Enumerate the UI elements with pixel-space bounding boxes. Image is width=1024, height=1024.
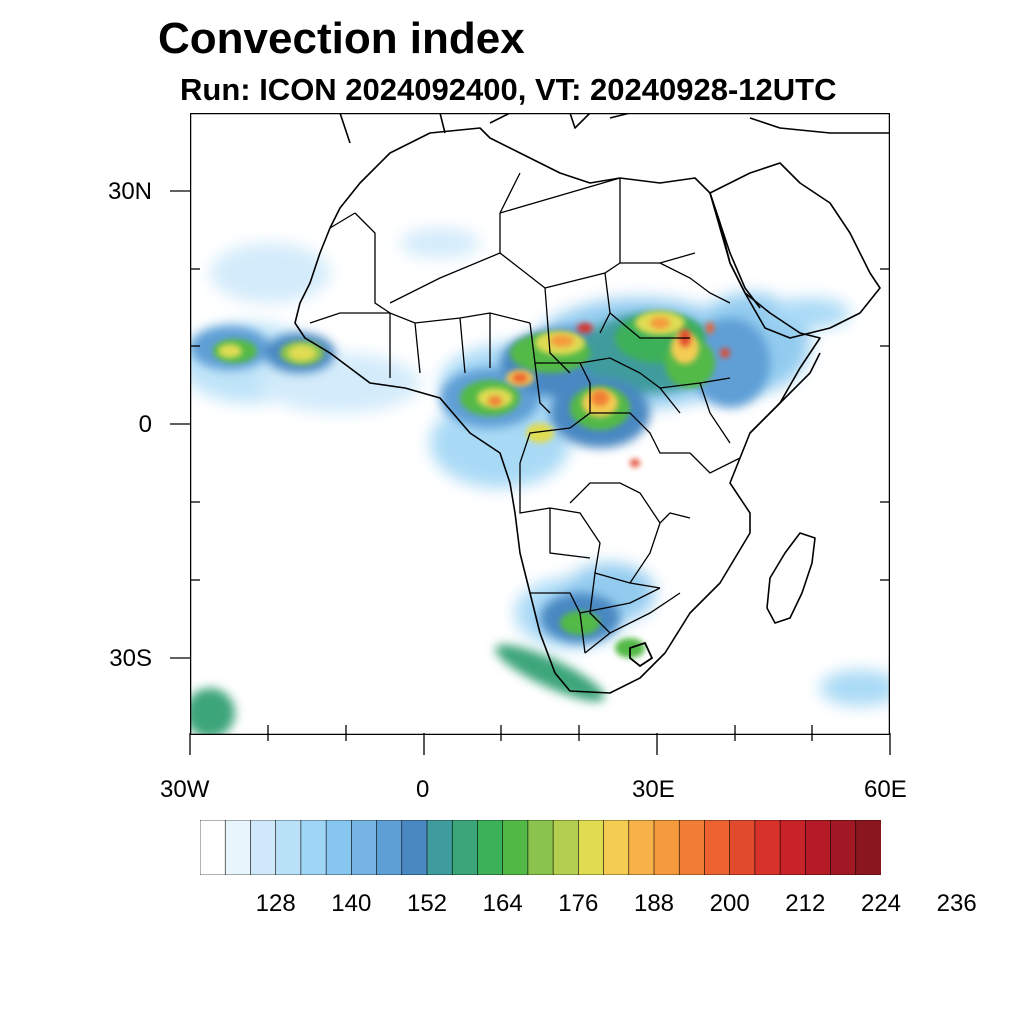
map-subtitle: Run: ICON 2024092400, VT: 20240928-12UTC [180,72,837,107]
lon-label-30e: 30E [632,776,675,803]
colorbar-swatch [200,820,226,875]
colorbar-swatch [477,820,504,875]
colorbar-swatch [250,820,277,875]
colorbar-swatch [401,820,428,875]
colorbar-tick-label: 212 [785,890,826,917]
colorbar-swatch [754,820,781,875]
colorbar-swatch [603,820,630,875]
lon-major-ticks [189,733,891,755]
colorbar-swatch [729,820,756,875]
colorbar-swatch [552,820,579,875]
colorbar-swatch [426,820,453,875]
colorbar-swatch [527,820,554,875]
lat-label-30s: 30S [109,645,152,672]
colorbar-tick-label: 188 [633,890,675,917]
colorbar-tick-label: 224 [860,890,902,917]
colorbar [200,820,881,875]
colorbar-swatch [855,820,881,875]
lon-label-30w: 30W [160,776,210,803]
colorbar-swatch [325,820,352,875]
map-title: Convection index [158,14,525,63]
colorbar-tick-label: 176 [558,890,599,917]
lat-label-30n: 30N [107,178,152,205]
coastlines [294,113,890,694]
colorbar-tick-label: 236 [936,890,977,917]
colorbar-swatch [653,820,680,875]
colorbar-tick-label: 152 [406,890,448,917]
africa-map [190,113,890,735]
colorbar-swatch [275,820,302,875]
colorbar-tick-label: 200 [709,890,750,917]
colorbar-tick-label: 128 [255,890,296,917]
colorbar-swatch [830,820,857,875]
colorbar-swatch [224,820,252,875]
convection-field [190,228,890,735]
colorbar-swatch [704,820,731,875]
colorbar-swatch [300,820,327,875]
lat-major-ticks-left [170,190,190,659]
colorbar-swatch [376,820,403,875]
map-frame [190,113,890,735]
colorbar-swatch [578,820,605,875]
lon-label-60e: 60E [864,776,907,803]
colorbar-swatch [678,820,706,875]
lat-label-0: 0 [138,411,152,438]
map-panel [190,113,890,735]
colorbar-swatch [451,820,479,875]
colorbar-swatch [805,820,832,875]
colorbar-tick-label: 140 [331,890,372,917]
colorbar-swatch [502,820,529,875]
colorbar-tick-label: 164 [482,890,523,917]
axis-ticks [190,268,890,735]
colorbar-swatch [351,820,378,875]
country-borders [309,172,741,668]
lon-label-0: 0 [416,776,430,803]
colorbar-swatch [779,820,806,875]
colorbar-swatch [628,820,655,875]
